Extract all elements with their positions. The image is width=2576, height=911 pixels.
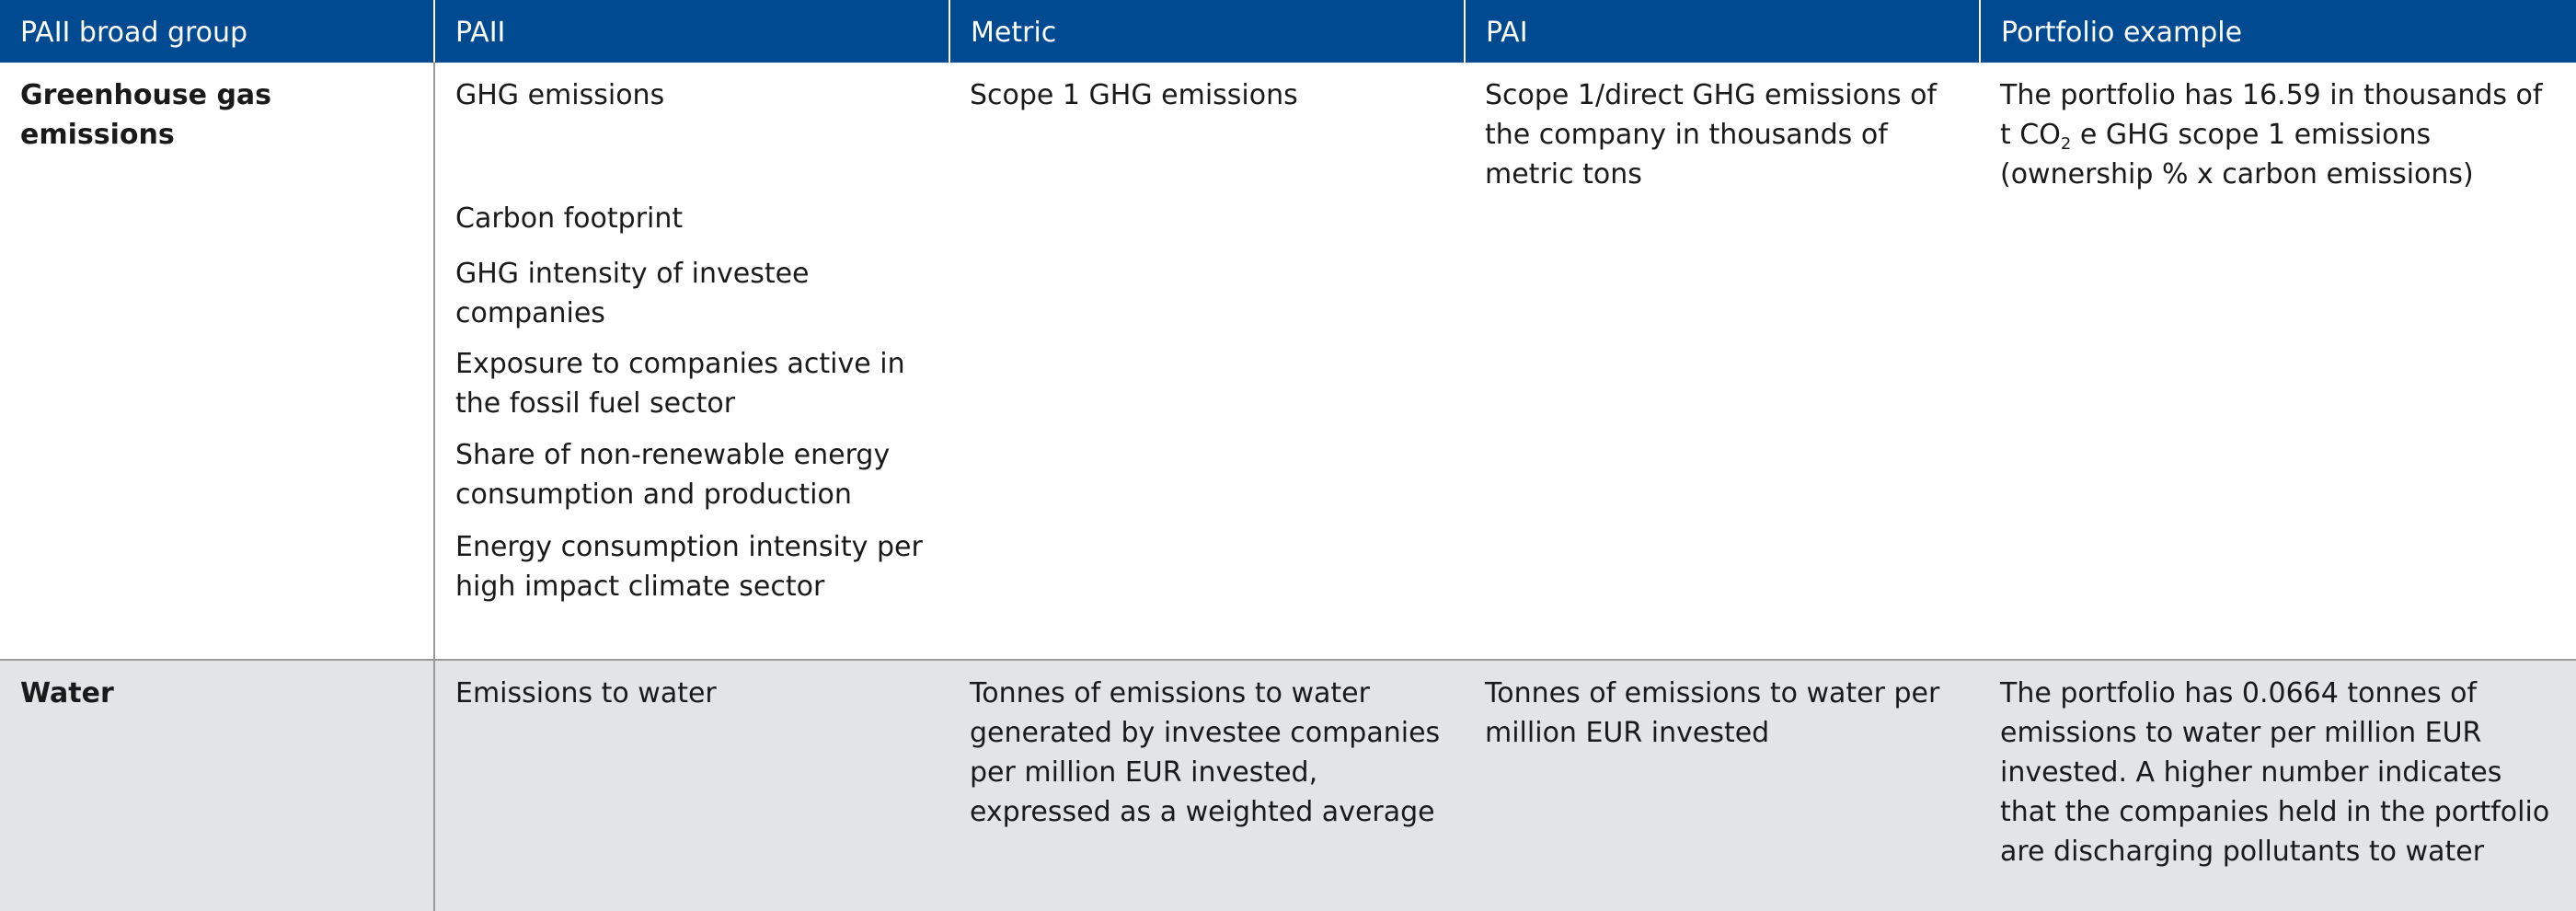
portfolio-example-part: e GHG scope 1 emissions (ownership % x c… xyxy=(2000,119,2474,190)
header-paii: PAII xyxy=(455,17,506,49)
header-portfolio-example: Portfolio example xyxy=(2001,17,2243,49)
pai-text: Tonnes of emissions to water per million… xyxy=(1485,677,1940,749)
metric-text: Scope 1 GHG emissions xyxy=(970,79,1298,111)
column-divider xyxy=(433,63,435,911)
paii-item: Share of non-renewable energy consumptio… xyxy=(455,439,891,511)
table-row-ghg: Greenhouse gas emissions GHG emissions C… xyxy=(0,63,2576,661)
subscript-2: 2 xyxy=(2060,134,2072,154)
header-metric: Metric xyxy=(971,17,1057,49)
table-row-water: Water Emissions to water Tonnes of emiss… xyxy=(0,661,2576,911)
group-label-ghg: Greenhouse gas emissions xyxy=(20,79,272,151)
portfolio-example-text: The portfolio has 16.59 in thousands of … xyxy=(2000,75,2561,194)
paii-item: Energy consumption intensity per high im… xyxy=(455,531,923,603)
portfolio-example-part: The portfolio has 16.59 in thousands of … xyxy=(2000,79,2543,151)
portfolio-example-text: The portfolio has 0.0664 tonnes of emiss… xyxy=(2000,677,2550,868)
paii-item: Carbon footprint xyxy=(455,202,684,235)
header-divider xyxy=(1464,0,1466,63)
paii-item: GHG intensity of investee companies xyxy=(455,258,810,329)
paii-item: GHG emissions xyxy=(455,79,665,111)
table-header: PAII broad group PAII Metric PAI Portfol… xyxy=(0,0,2576,63)
header-divider xyxy=(433,0,435,63)
header-divider xyxy=(1979,0,1981,63)
paii-item: Emissions to water xyxy=(455,677,717,709)
pai-text: Scope 1/direct GHG emissions of the comp… xyxy=(1485,79,1938,190)
metric-text: Tonnes of emissions to water generated b… xyxy=(970,677,1441,828)
group-label-water: Water xyxy=(20,677,114,709)
header-pai: PAI xyxy=(1486,17,1528,49)
header-paii-broad-group: PAII broad group xyxy=(20,17,248,49)
header-divider xyxy=(949,0,950,63)
paii-item: Exposure to companies active in the foss… xyxy=(455,348,905,420)
